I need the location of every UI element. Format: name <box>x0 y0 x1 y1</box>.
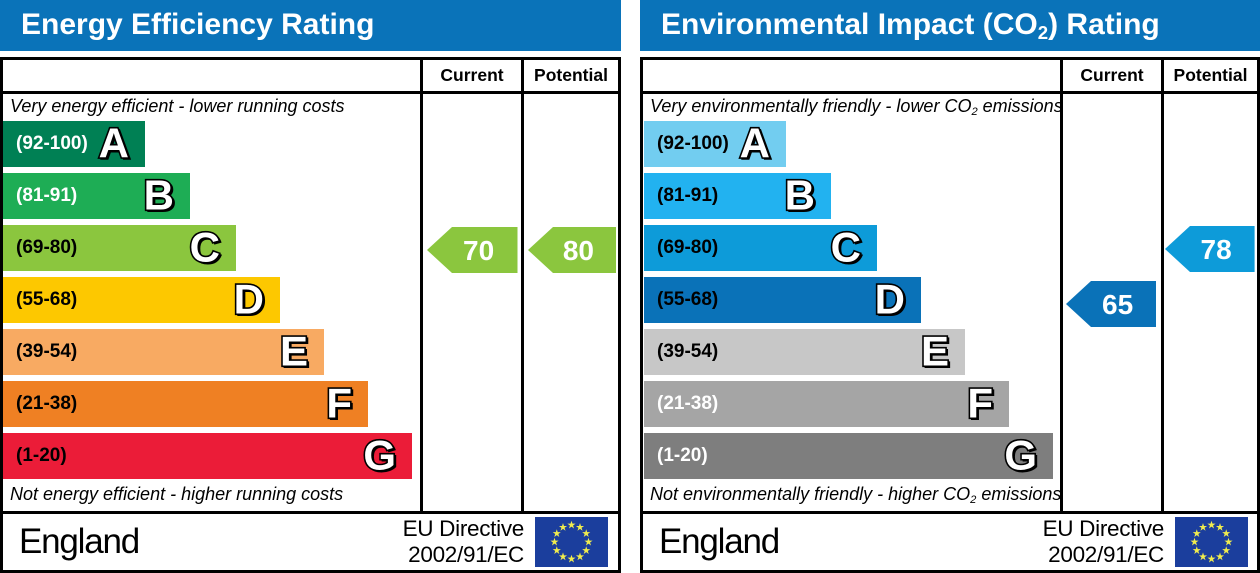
svg-text:B: B <box>144 172 174 218</box>
svg-text:D: D <box>875 276 905 322</box>
svg-text:F: F <box>969 381 995 428</box>
svg-text:65: 65 <box>1102 289 1133 320</box>
svg-text:G: G <box>365 433 398 480</box>
svg-text:A: A <box>740 120 770 166</box>
svg-text:A: A <box>741 121 771 168</box>
svg-text:D: D <box>234 276 264 322</box>
svg-text:E: E <box>921 328 949 374</box>
svg-text:D: D <box>235 277 265 324</box>
svg-text:F: F <box>328 381 354 428</box>
svg-text:A: A <box>100 121 130 168</box>
svg-text:B: B <box>785 172 815 218</box>
svg-text:E: E <box>923 329 951 376</box>
svg-text:70: 70 <box>463 235 494 266</box>
svg-text:C: C <box>190 224 220 270</box>
svg-text:B: B <box>786 173 816 220</box>
svg-text:E: E <box>282 329 310 376</box>
svg-text:E: E <box>280 328 308 374</box>
svg-text:B: B <box>145 173 175 220</box>
svg-text:F: F <box>967 380 993 426</box>
svg-text:C: C <box>191 225 221 272</box>
svg-text:G: G <box>1004 432 1037 478</box>
svg-text:G: G <box>363 432 396 478</box>
svg-text:F: F <box>326 380 352 426</box>
svg-text:D: D <box>876 277 906 324</box>
svg-text:A: A <box>99 120 129 166</box>
svg-text:G: G <box>1006 433 1039 480</box>
svg-text:80: 80 <box>562 235 593 266</box>
svg-text:C: C <box>831 224 861 270</box>
svg-text:78: 78 <box>1201 234 1232 265</box>
svg-text:C: C <box>832 225 862 272</box>
